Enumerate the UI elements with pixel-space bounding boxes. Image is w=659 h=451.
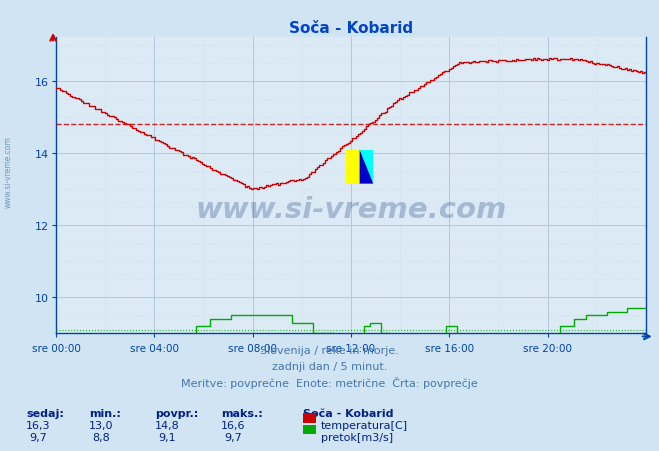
Text: 8,8: 8,8 <box>92 432 109 442</box>
Text: 16,3: 16,3 <box>26 420 51 430</box>
Polygon shape <box>360 150 373 184</box>
Text: povpr.:: povpr.: <box>155 408 198 418</box>
Text: 13,0: 13,0 <box>88 420 113 430</box>
Text: 14,8: 14,8 <box>154 420 179 430</box>
Text: www.si-vreme.com: www.si-vreme.com <box>3 135 13 207</box>
Text: Slovenija / reke in morje.: Slovenija / reke in morje. <box>260 345 399 355</box>
Text: min.:: min.: <box>89 408 121 418</box>
Text: pretok[m3/s]: pretok[m3/s] <box>321 432 393 442</box>
Text: www.si-vreme.com: www.si-vreme.com <box>195 196 507 224</box>
Text: zadnji dan / 5 minut.: zadnji dan / 5 minut. <box>272 361 387 371</box>
Text: 9,7: 9,7 <box>224 432 241 442</box>
Text: Meritve: povprečne  Enote: metrične  Črta: povprečje: Meritve: povprečne Enote: metrične Črta:… <box>181 377 478 389</box>
Text: sedaj:: sedaj: <box>26 408 64 418</box>
Title: Soča - Kobarid: Soča - Kobarid <box>289 21 413 36</box>
Text: Soča - Kobarid: Soča - Kobarid <box>303 408 393 418</box>
Polygon shape <box>360 150 373 184</box>
Text: 9,7: 9,7 <box>30 432 47 442</box>
Text: 9,1: 9,1 <box>158 432 175 442</box>
Bar <box>346 150 360 184</box>
Text: temperatura[C]: temperatura[C] <box>321 420 408 430</box>
Text: 16,6: 16,6 <box>220 420 245 430</box>
Text: maks.:: maks.: <box>221 408 262 418</box>
